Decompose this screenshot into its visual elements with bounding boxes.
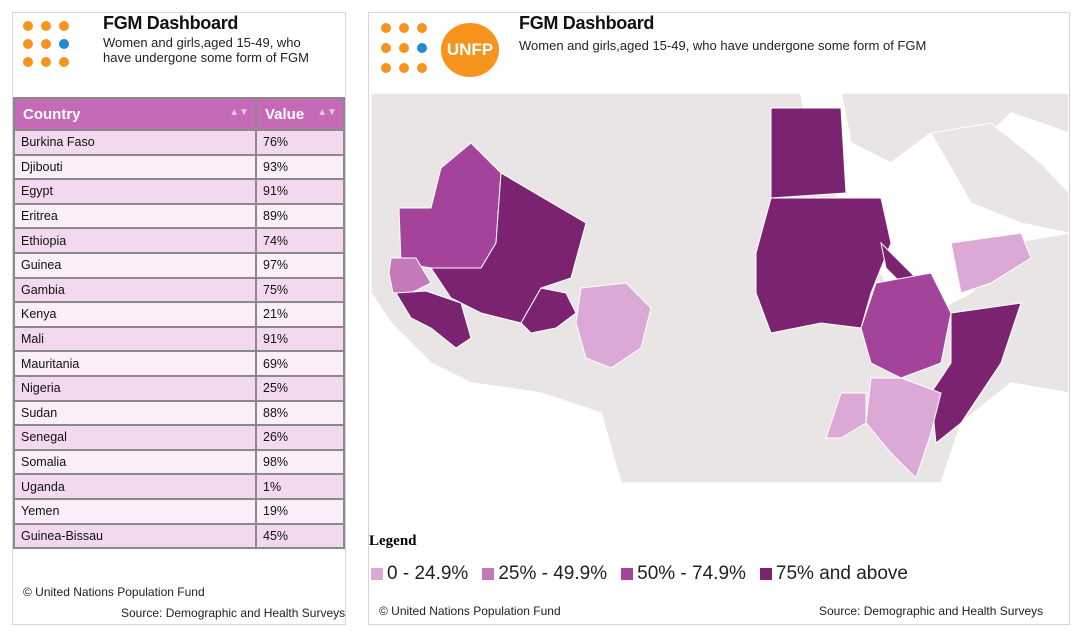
table-cell: 93% [255,153,345,181]
table-panel: FGM Dashboard Women and girls,aged 15-49… [12,12,346,625]
table-cell: Mali [13,325,257,353]
table-row: Uganda 1% [13,473,345,500]
title: FGM Dashboard [519,13,655,33]
table-cell: 88% [255,399,345,427]
legend-label: 75% and above [775,563,908,584]
table-cell: Sudan [13,399,257,427]
country [860,272,952,379]
table-row: Burkina Faso 76% [13,129,345,156]
table-row: Nigeria 25% [13,374,345,402]
legend-item: 25% - 49.9% [482,563,607,585]
table-row: Gambia 75% [13,276,345,304]
source: Source: Demographic and Health Surveys [121,606,345,620]
subtitle: Women and girls,aged 15-49, who have und… [519,38,927,53]
table-cell: Nigeria [13,374,257,402]
table-row: Yemen 19% [13,497,345,525]
table-cell: 98% [255,448,345,476]
table-cell: Senegal [13,424,257,451]
table-cell: Guinea [13,251,257,279]
table-cell: 89% [255,202,345,230]
table-cell: 75% [255,276,345,304]
table-row: Somalia 98% [13,448,345,476]
table-row: Djibouti 93% [13,153,345,181]
table-cell: 97% [255,251,345,279]
legend-label: 0 - 24.9% [387,563,469,584]
source: Source: Demographic and Health Surveys [819,604,1044,618]
table-cell: 76% [255,129,345,156]
logo: UNFP [381,23,499,79]
legend-item: 50% - 74.9% [621,563,746,585]
country [770,107,847,199]
table-cell: 19% [255,497,345,525]
table-row: Mali 91% [13,325,345,353]
table-cell: 74% [255,227,345,254]
credit: © United Nations Population Fund [23,585,205,599]
country [430,172,587,324]
table-cell: Mauritania [13,350,257,377]
table-cell: 26% [255,424,345,451]
legend-swatch [621,568,634,580]
legend-item: 0 - 24.9% [371,563,468,585]
table-row: Mauritania 69% [13,350,345,377]
table-cell: Kenya [13,301,257,328]
map [371,93,1069,483]
table-cell: 91% [255,178,345,205]
table-row: Egypt 91% [13,178,345,205]
legend-swatch [482,568,495,580]
data-table: Country ▲▼ Value ▲▼ Burkina Faso 76% Djibout… [13,97,345,550]
table-row: Senegal 26% [13,424,345,451]
table-cell: 69% [255,350,345,377]
logo-text: UNFP [441,23,499,77]
table-cell: Eritrea [13,202,257,230]
country [395,290,472,349]
table-row: Kenya 21% [13,301,345,328]
country [755,197,892,334]
table-cell: Gambia [13,276,257,304]
table-cell: Uganda [13,473,257,500]
logo [23,21,73,73]
table-cell: Somalia [13,448,257,476]
map-panel: UNFP FGM Dashboard Women and girls,aged … [368,12,1070,625]
column-label: Country [23,105,81,123]
legend-label: 25% - 49.9% [498,563,608,584]
title: FGM Dashboard [103,13,239,33]
table-row: Eritrea 89% [13,202,345,230]
subtitle: Women and girls,aged 15-49, who have und… [103,35,309,65]
table-cell: Djibouti [13,153,257,181]
table-cell: Guinea-Bissau [13,522,257,550]
country [575,282,652,369]
table-row: Ethiopia 74% [13,227,345,254]
table-cell: Egypt [13,178,257,205]
table-cell: Yemen [13,497,257,525]
legend-swatch [371,568,383,580]
table-cell: 45% [255,522,345,550]
table-cell: 25% [255,374,345,402]
table-row: Guinea 97% [13,251,345,279]
table-cell: Burkina Faso [13,129,257,156]
table-cell: 91% [255,325,345,353]
legend-title: Legend [369,533,417,549]
country [865,377,942,479]
legend-swatch [759,568,772,580]
legend-label: 50% - 74.9% [637,563,746,584]
table-cell: Ethiopia [13,227,257,254]
column-header[interactable]: Country ▲▼ [13,97,257,131]
country [520,287,577,334]
country [930,302,1022,444]
table-row: Sudan 88% [13,399,345,427]
land [930,122,1069,234]
table-cell: 21% [255,301,345,328]
column-label: Value [265,105,305,123]
credit: © United Nations Population Fund [379,604,561,618]
country [950,232,1032,294]
table-cell: 1% [255,473,345,500]
table-row: Guinea-Bissau 45% [13,522,345,550]
country [825,392,867,439]
legend-item: 75% and above [759,563,908,585]
column-header[interactable]: Value ▲▼ [255,97,345,131]
legend: 0 - 24.9% 25% - 49.9% 50% - 74.9% 75% and a… [371,563,908,585]
